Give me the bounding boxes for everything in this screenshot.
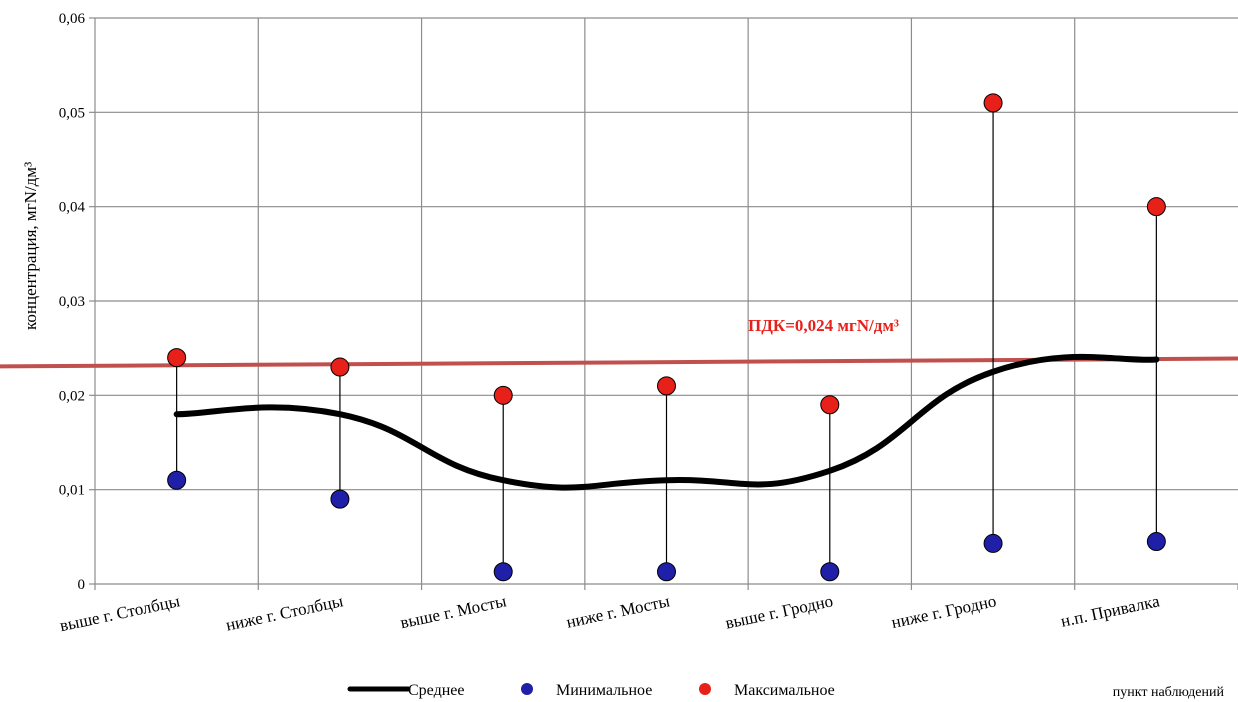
y-tick-labels: 0 0,01 0,02 0,03 0,04 0,05 0,06 [59,11,86,593]
reference-line-label: ПДК=0,024 мгN/дм³ [748,316,899,335]
min-point [330,489,350,509]
y-tick-label: 0,03 [59,294,85,310]
x-tick-label: выше г. Столбцы [58,591,182,635]
legend-label-max: Максимальное [734,682,835,699]
min-point [493,562,513,582]
min-point [820,562,840,582]
y-tick-label: 0,06 [59,11,86,27]
min-point [983,533,1003,553]
range-stems [176,102,1157,572]
x-tick-label: ниже г. Столбцы [224,591,345,635]
legend-label-mean: Среднее [408,682,464,699]
min-point [1146,532,1166,552]
x-tick-labels: выше г. Столбцы ниже г. Столбцы выше г. Мо… [58,591,1162,635]
legend-label-min: Минимальное [556,682,652,699]
y-axis-label: концентрация, мгN/дм³ [21,162,40,330]
x-tick-label: ниже г. Гродно [890,591,998,632]
legend-swatch-max [699,683,711,695]
min-point [657,562,676,582]
x-tick-label: н.п. Привалка [1059,591,1162,631]
y-tick-label: 0,02 [59,388,85,404]
max-point [820,395,840,415]
x-axis-label: пункт наблюдений [1113,685,1225,700]
max-point [330,357,350,377]
max-point [657,376,676,396]
max-point [983,93,1003,113]
y-tick-label: 0,05 [59,105,85,121]
y-tick-label: 0,01 [59,483,85,499]
x-tick-label: ниже г. Мосты [565,591,672,632]
min-point [167,470,187,490]
legend-swatch-min [521,683,533,695]
gridlines [95,17,1238,584]
legend: Среднее Минимальное Максимальное [347,682,835,699]
x-tick-label: выше г. Гродно [724,591,835,632]
y-tick-label: 0 [78,577,86,593]
max-point [1146,197,1166,217]
max-point [493,385,513,405]
axes [89,17,1238,590]
max-point [167,348,187,368]
mean-line [173,353,1160,491]
markers [167,93,1166,582]
y-tick-label: 0,04 [59,200,86,216]
x-tick-label: выше г. Мосты [399,591,509,632]
mean-line-group [173,353,1160,491]
